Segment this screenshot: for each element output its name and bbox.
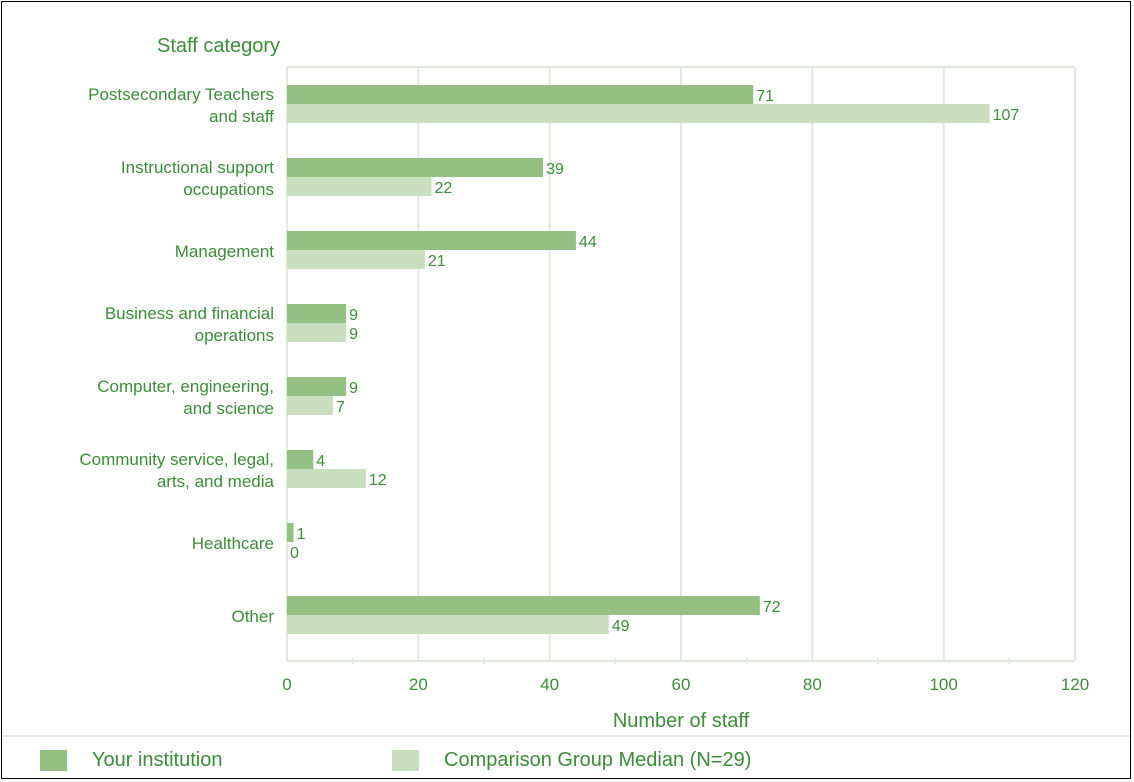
data-label-s0-c3: 9	[349, 307, 358, 324]
category-label-4: Computer, engineering, and science	[97, 377, 274, 418]
legend-label-comparison-group: Comparison Group Median (N=29)	[444, 749, 752, 771]
bar-s1-c5	[287, 469, 366, 488]
bar-s1-c4	[287, 396, 333, 415]
x-axis-title: Number of staff	[613, 710, 750, 732]
legend: Your institution Comparison Group Median…	[2, 735, 1130, 778]
bar-s1-c0	[287, 104, 990, 123]
x-tick-label-80: 80	[803, 675, 822, 694]
category-label-5: Community service, legal, arts, and media	[79, 450, 274, 491]
category-label-0: Postsecondary Teachers and staff	[88, 85, 274, 126]
x-tick-label-60: 60	[672, 675, 691, 694]
category-label-7: Other	[231, 607, 274, 626]
data-label-s0-c1: 39	[546, 161, 564, 178]
bar-s0-c1	[287, 158, 544, 177]
bar-s0-c3	[287, 304, 347, 323]
category-label-3: Business and financial operations	[105, 304, 274, 345]
bar-s0-c7	[287, 596, 760, 615]
data-label-s1-c6: 0	[290, 545, 299, 562]
data-label-s0-c4: 9	[349, 380, 358, 397]
data-label-s0-c5: 4	[316, 453, 325, 470]
data-label-s1-c7: 49	[612, 618, 630, 635]
legend-swatch-your-institution	[40, 750, 67, 771]
x-tick-label-120: 120	[1061, 675, 1089, 694]
grid-layer	[286, 66, 1076, 664]
data-label-s1-c3: 9	[349, 326, 358, 343]
bar-s1-c1	[287, 177, 432, 196]
data-label-s0-c7: 72	[763, 599, 781, 616]
legend-label-your-institution: Your institution	[92, 749, 223, 771]
bar-s1-c7	[287, 615, 609, 634]
legend-swatch-comparison-group	[392, 750, 419, 771]
data-label-s0-c0: 71	[756, 88, 774, 105]
bar-s0-c2	[287, 231, 576, 250]
data-label-s1-c4: 7	[336, 399, 345, 416]
category-label-1: Instructional support occupations	[121, 158, 274, 199]
data-label-s0-c6: 1	[297, 526, 306, 543]
data-label-s1-c1: 22	[434, 180, 452, 197]
data-label-s1-c2: 21	[428, 253, 446, 270]
data-label-s1-c0: 107	[993, 107, 1020, 124]
data-label-s1-c5: 12	[369, 472, 387, 489]
bar-chart: Staff category 0 20 40 60 80 100 120Postsecond…	[79, 35, 1089, 732]
bar-s1-c3	[287, 323, 347, 342]
bar-s1-c2	[287, 250, 425, 269]
y-axis-title: Staff category	[157, 35, 280, 57]
x-tick-label-100: 100	[929, 675, 957, 694]
category-label-6: Healthcare	[192, 534, 274, 553]
bar-s0-c0	[287, 85, 754, 104]
bar-s0-c4	[287, 377, 347, 396]
category-label-2: Management	[175, 242, 275, 261]
bar-s0-c6	[287, 523, 294, 542]
bar-s0-c5	[287, 450, 314, 469]
x-tick-label-20: 20	[409, 675, 428, 694]
x-tick-label-0: 0	[282, 675, 291, 694]
data-label-s0-c2: 44	[579, 234, 597, 251]
bars-layer	[287, 85, 990, 634]
x-tick-label-40: 40	[540, 675, 559, 694]
